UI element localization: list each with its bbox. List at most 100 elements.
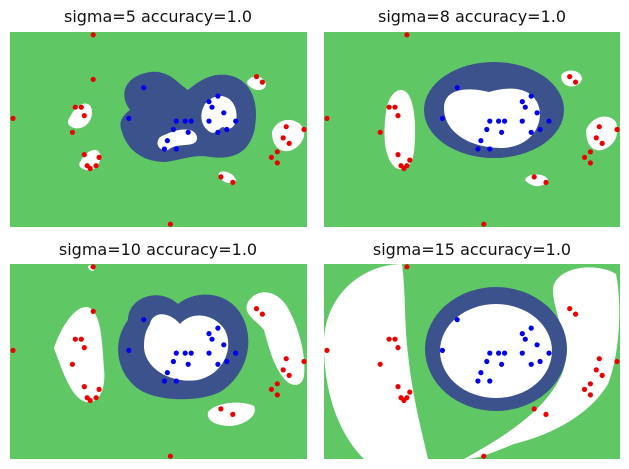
red-point bbox=[81, 152, 87, 158]
blue-point bbox=[484, 358, 490, 365]
blue-point bbox=[487, 350, 493, 356]
red-point bbox=[280, 367, 286, 373]
blue-point bbox=[528, 325, 534, 331]
red-point bbox=[167, 221, 173, 227]
blue-point bbox=[126, 347, 132, 353]
red-point bbox=[167, 453, 173, 459]
red-point bbox=[286, 372, 292, 378]
red-point bbox=[283, 124, 289, 130]
red-point bbox=[593, 135, 599, 141]
blue-point bbox=[528, 93, 534, 99]
red-point bbox=[543, 411, 549, 417]
blue-point bbox=[141, 317, 147, 323]
red-point bbox=[301, 358, 307, 365]
blue-point bbox=[546, 118, 552, 124]
blue-point bbox=[502, 350, 508, 356]
red-point bbox=[614, 126, 620, 133]
red-point bbox=[259, 311, 265, 317]
plot-area bbox=[10, 264, 307, 459]
blue-point bbox=[522, 104, 528, 110]
red-point bbox=[596, 356, 602, 362]
red-point bbox=[395, 152, 401, 158]
red-point bbox=[253, 74, 260, 80]
blue-point bbox=[233, 350, 239, 356]
blue-point bbox=[215, 361, 221, 367]
blue-point bbox=[221, 110, 227, 116]
subplot-title: sigma=5 accuracy=1.0 bbox=[63, 7, 253, 26]
red-point bbox=[78, 336, 84, 342]
blue-point bbox=[499, 361, 505, 367]
blue-point bbox=[454, 85, 460, 91]
navy-region bbox=[425, 287, 567, 411]
blue-point bbox=[528, 361, 534, 367]
blue-point bbox=[487, 378, 493, 384]
red-point bbox=[274, 160, 280, 166]
blue-point bbox=[185, 361, 191, 367]
blue-point bbox=[478, 370, 484, 376]
blue-point bbox=[496, 350, 502, 356]
red-point bbox=[230, 411, 236, 417]
red-point bbox=[283, 356, 289, 362]
red-point bbox=[386, 104, 392, 110]
red-point bbox=[481, 453, 487, 459]
red-point bbox=[72, 104, 78, 110]
red-point bbox=[395, 113, 401, 119]
red-point bbox=[481, 221, 487, 227]
red-point bbox=[274, 392, 280, 398]
red-point bbox=[274, 381, 280, 387]
red-point bbox=[218, 174, 224, 180]
blue-point bbox=[522, 336, 528, 342]
red-point bbox=[587, 381, 593, 387]
blue-point bbox=[224, 358, 230, 365]
red-point bbox=[10, 347, 16, 353]
red-point bbox=[218, 406, 224, 412]
red-point bbox=[543, 179, 549, 185]
points-group bbox=[324, 32, 620, 227]
red-point bbox=[69, 361, 75, 367]
red-point bbox=[567, 74, 573, 80]
red-point bbox=[531, 174, 537, 180]
blue-point bbox=[534, 342, 540, 348]
red-point bbox=[96, 154, 102, 160]
red-point bbox=[301, 126, 307, 133]
red-point bbox=[386, 336, 392, 342]
red-point bbox=[587, 392, 593, 398]
subplot-title: sigma=15 accuracy=1.0 bbox=[372, 240, 572, 259]
blue-point bbox=[546, 350, 552, 356]
blue-point bbox=[487, 118, 493, 124]
red-point bbox=[587, 149, 593, 155]
blue-point bbox=[499, 129, 505, 135]
blue-point bbox=[206, 99, 212, 105]
red-point bbox=[395, 345, 401, 351]
red-point bbox=[10, 115, 16, 121]
red-point bbox=[93, 395, 99, 401]
blue-point bbox=[221, 342, 227, 348]
blue-point bbox=[141, 85, 147, 91]
red-point bbox=[253, 306, 260, 312]
blue-point bbox=[173, 350, 179, 356]
blue-point bbox=[537, 126, 543, 133]
blue-point bbox=[173, 118, 179, 124]
blue-point bbox=[496, 118, 502, 124]
red-point bbox=[531, 406, 537, 412]
red-point bbox=[392, 104, 398, 110]
points-group bbox=[10, 264, 307, 459]
blue-point bbox=[215, 129, 221, 135]
blue-point bbox=[519, 118, 525, 124]
blue-point bbox=[475, 378, 481, 384]
blue-point bbox=[454, 317, 460, 323]
white-regions bbox=[67, 76, 305, 183]
blue-point bbox=[439, 347, 445, 353]
blue-point bbox=[215, 93, 221, 99]
red-point bbox=[81, 113, 87, 119]
blue-point bbox=[502, 118, 508, 124]
red-point bbox=[404, 32, 410, 38]
red-point bbox=[78, 104, 84, 110]
plot-area bbox=[324, 264, 620, 459]
red-point bbox=[392, 336, 398, 342]
blue-point bbox=[182, 118, 188, 124]
red-point bbox=[93, 163, 99, 169]
red-point bbox=[407, 157, 413, 163]
red-point bbox=[398, 395, 404, 401]
blue-point bbox=[164, 370, 170, 376]
